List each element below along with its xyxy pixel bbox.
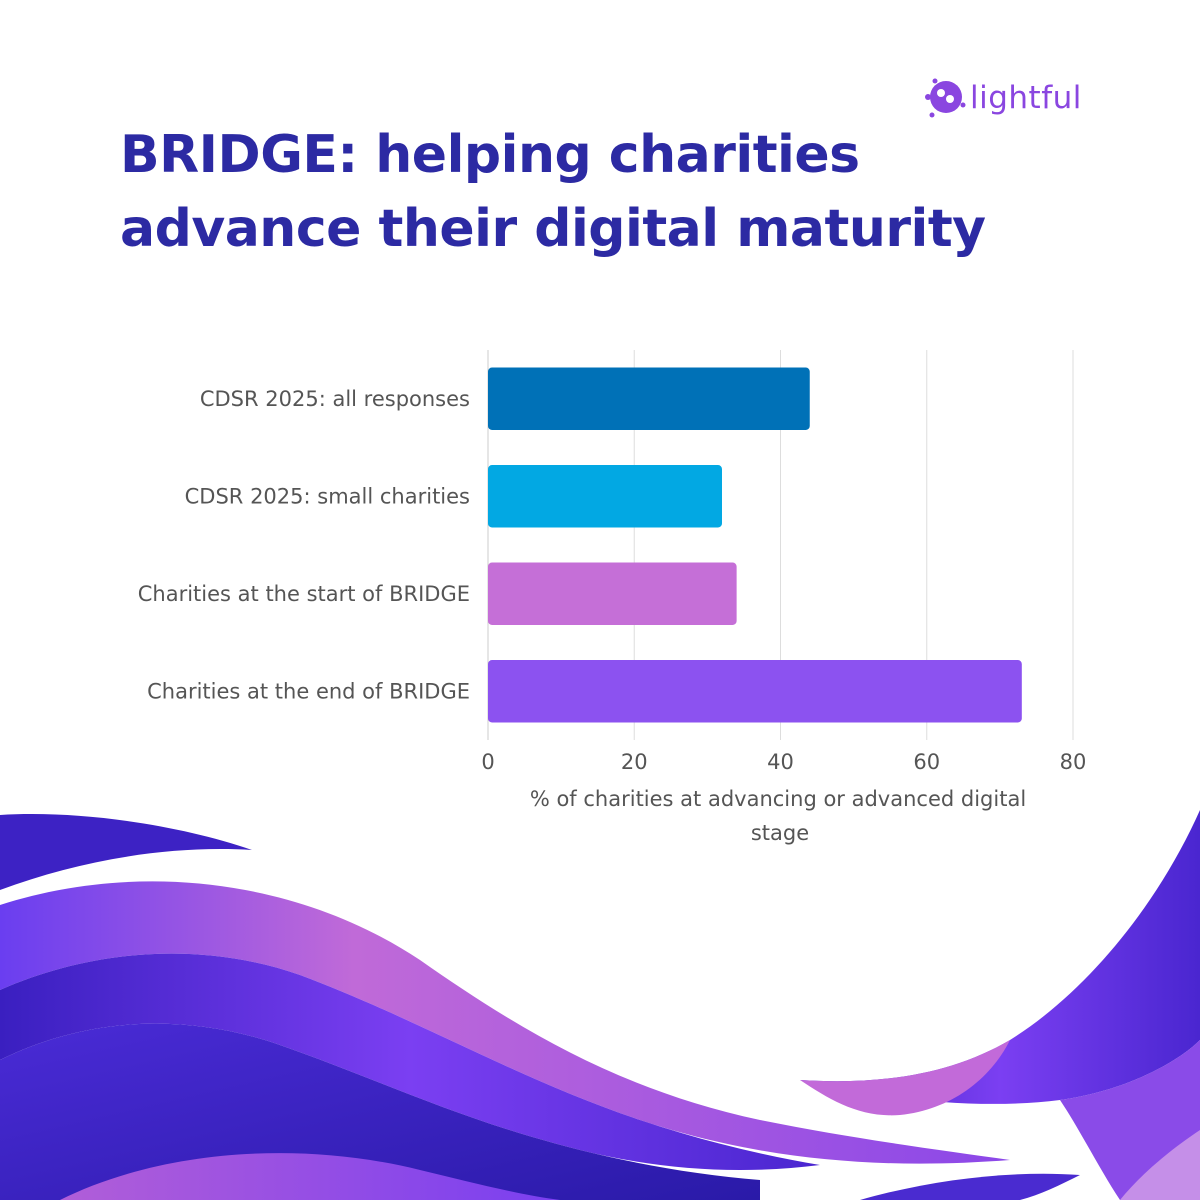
title-line-1: BRIDGE: helping charities: [120, 125, 860, 185]
x-axis-title-line-2: stage: [751, 821, 809, 845]
category-label: Charities at the start of BRIDGE: [138, 582, 470, 606]
lightful-logo: lightful: [922, 74, 1082, 122]
wave-band: [0, 814, 252, 890]
bar: [488, 660, 1022, 723]
wave-band: [0, 881, 1010, 1164]
wave-band: [800, 810, 1200, 1104]
category-labels: CDSR 2025: all responses CDSR 2025: small…: [138, 387, 470, 704]
title-line-2: advance their digital maturity: [120, 199, 986, 259]
bar: [488, 367, 810, 430]
x-tick-label: 80: [1060, 750, 1087, 774]
category-label: CDSR 2025: all responses: [200, 387, 470, 411]
x-tick-label: 0: [481, 750, 494, 774]
wave-band: [0, 1023, 760, 1200]
x-tick-label: 60: [913, 750, 940, 774]
x-tick-label: 20: [621, 750, 648, 774]
bar: [488, 465, 722, 528]
lightful-people-icon: [925, 78, 966, 118]
category-label: Charities at the end of BRIDGE: [147, 679, 470, 703]
x-axis-title-line-1: % of charities at advancing or advanced …: [530, 787, 1026, 811]
wave-band: [0, 953, 820, 1170]
wave-band: [1120, 1130, 1200, 1200]
bars: [488, 367, 1022, 723]
bar: [488, 562, 737, 625]
wave-band: [60, 1153, 560, 1200]
wave-band: [860, 1173, 1080, 1200]
category-label: CDSR 2025: small charities: [185, 484, 470, 508]
x-axis-ticks: 0 20 40 60 80: [481, 750, 1086, 774]
logo-text: lightful: [970, 79, 1082, 116]
x-tick-label: 40: [767, 750, 794, 774]
page-title: BRIDGE: helping charities advance their …: [120, 118, 1120, 266]
wave-band: [800, 1040, 1010, 1116]
